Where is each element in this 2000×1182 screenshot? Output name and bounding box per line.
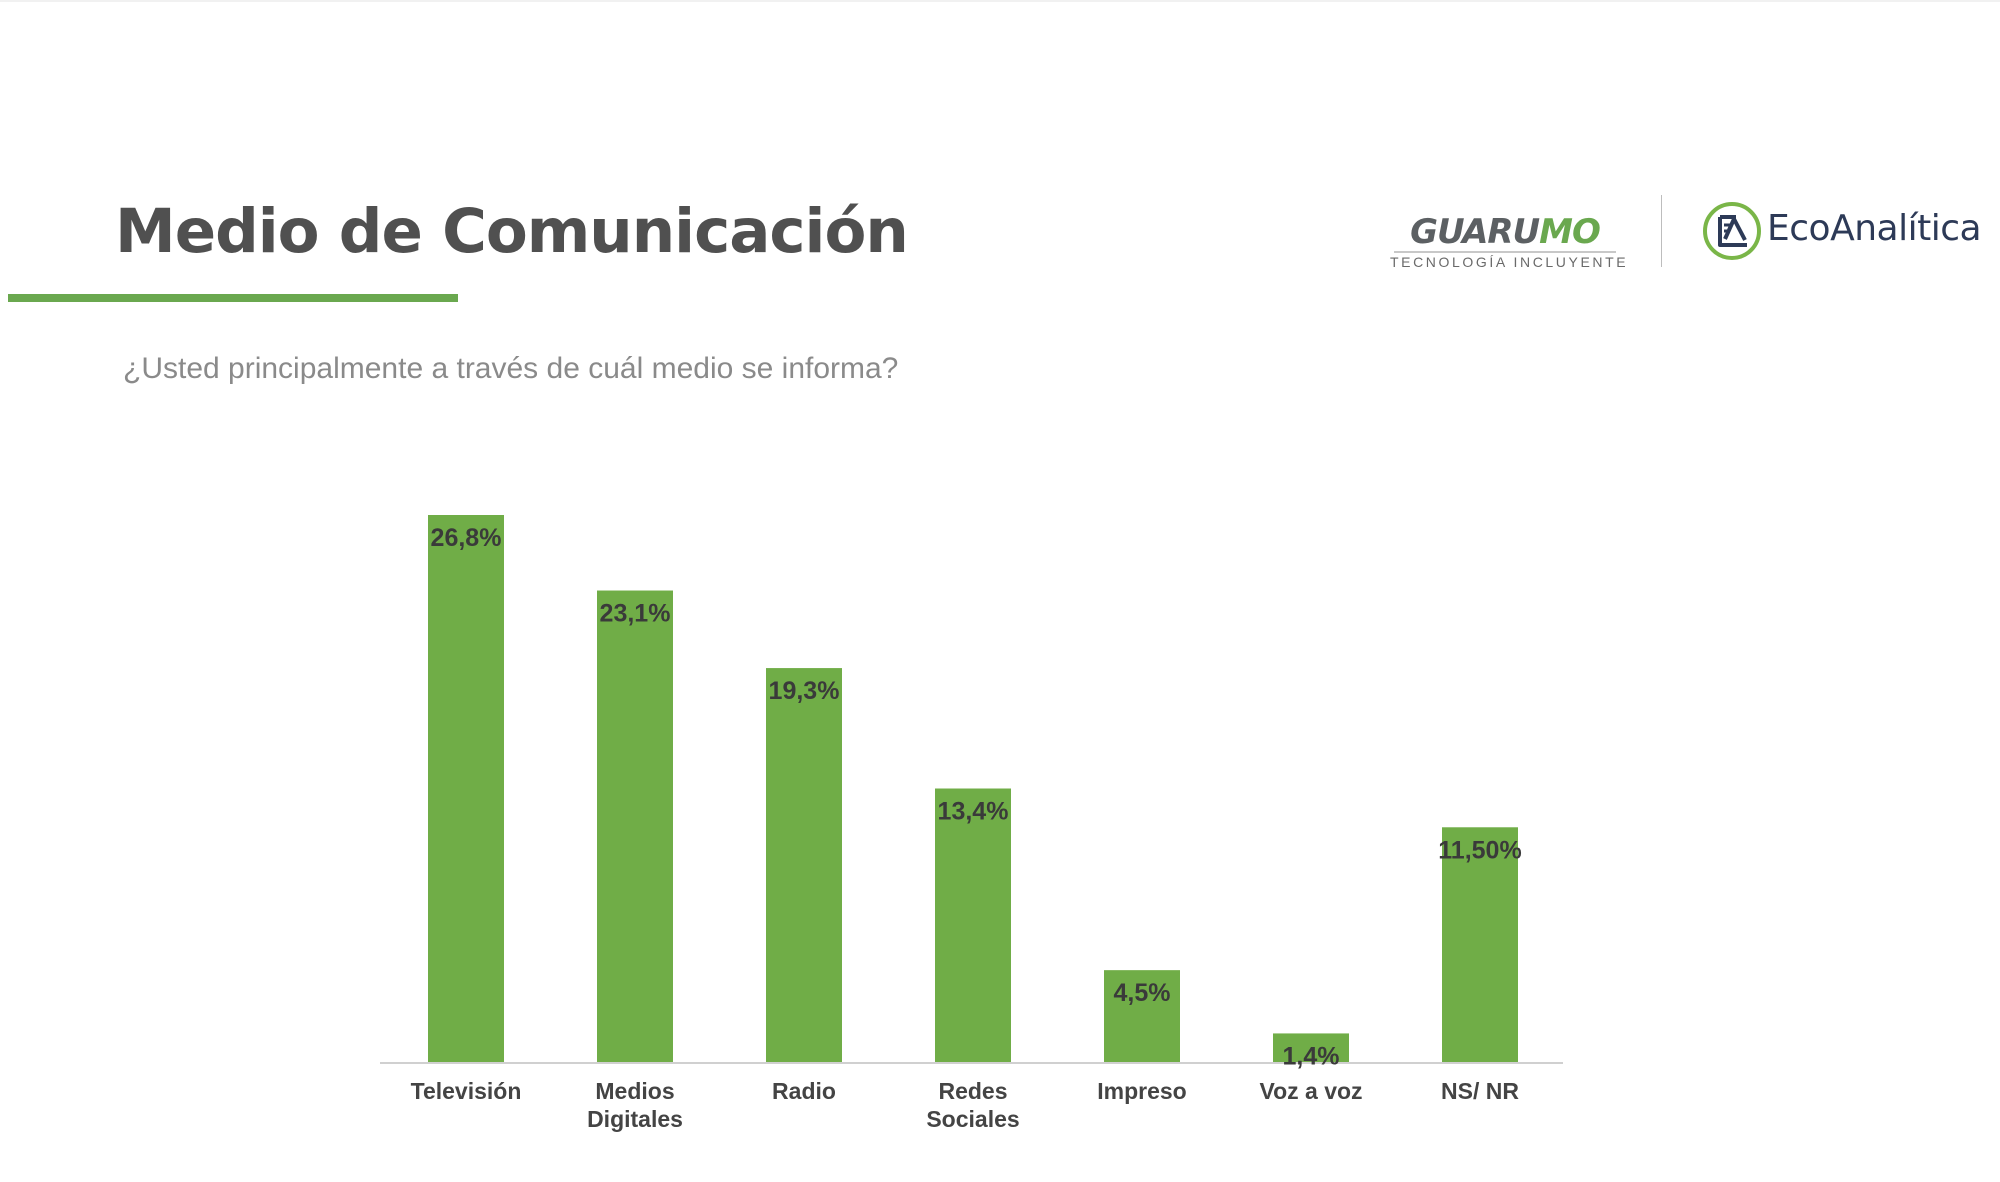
- slide-title: Medio de Comunicación: [115, 196, 909, 267]
- ecoanalitica-mark-icon: [1703, 202, 1761, 260]
- category-label-ns-nr: NS/ NR: [1441, 1078, 1519, 1104]
- value-label-ns-nr: 11,50%: [1438, 836, 1521, 864]
- bar-voz-a-voz: [1273, 1033, 1349, 1062]
- bar-ns-nr: [1442, 827, 1518, 1062]
- bar-television: [428, 515, 504, 1062]
- category-label-line: NS/ NR: [1441, 1078, 1519, 1104]
- guarumo-underline: [1394, 251, 1616, 253]
- bar-medios-digitales: [597, 590, 673, 1062]
- value-label-impreso: 4,5%: [1114, 979, 1171, 1007]
- bar-redes-sociales: [935, 788, 1011, 1062]
- category-label-line: Televisión: [411, 1078, 522, 1104]
- top-rule: [0, 0, 2000, 2]
- title-underline: [8, 294, 458, 302]
- bars-group: [428, 515, 1518, 1062]
- category-labels-group: Televisión Medios Digitales Radio Redes Socia…: [411, 1078, 1520, 1132]
- value-label-television: 26,8%: [431, 524, 502, 552]
- logo-divider: [1661, 195, 1662, 267]
- category-label-line: Redes: [938, 1078, 1007, 1104]
- category-label-impreso: Impreso: [1097, 1078, 1186, 1104]
- value-label-redes-sociales: 13,4%: [938, 798, 1009, 826]
- category-label-line: Impreso: [1097, 1078, 1186, 1104]
- value-label-medios-digitales: 23,1%: [600, 600, 671, 628]
- guarumo-tagline: TECNOLOGÍA INCLUYENTE: [1390, 254, 1629, 270]
- guarumo-word-green: MO: [1539, 212, 1601, 252]
- category-label-medios-digitales: Medios Digitales: [587, 1078, 683, 1132]
- category-label-line: Voz a voz: [1259, 1078, 1362, 1104]
- guarumo-wordmark: GUARUMO: [1390, 212, 1620, 252]
- ecoanalitica-logo: EcoAnalítica: [1703, 200, 1993, 262]
- guarumo-word-gray: GUARU: [1410, 212, 1540, 252]
- value-label-radio: 19,3%: [769, 677, 840, 705]
- category-label-voz-a-voz: Voz a voz: [1259, 1078, 1362, 1104]
- category-label-line: Medios: [595, 1078, 674, 1104]
- value-label-voz-a-voz: 1,4%: [1283, 1042, 1340, 1070]
- category-label-radio: Radio: [772, 1078, 836, 1104]
- ecoanalitica-name: EcoAnalítica: [1767, 208, 1982, 249]
- survey-question: ¿Usted principalmente a través de cuál m…: [123, 352, 899, 385]
- category-label-line: Radio: [772, 1078, 836, 1104]
- bar-radio: [766, 668, 842, 1062]
- category-label-line: Sociales: [926, 1106, 1019, 1132]
- category-label-television: Televisión: [411, 1078, 522, 1104]
- guarumo-logo: GUARUMO TECNOLOGÍA INCLUYENTE: [1390, 212, 1629, 272]
- category-label-line: Digitales: [587, 1106, 683, 1132]
- value-labels-group: 26,8% 23,1% 19,3% 13,4% 4,5% 1,4% 11,50%: [431, 524, 1522, 1070]
- category-label-redes-sociales: Redes Sociales: [926, 1078, 1019, 1132]
- bar-impreso: [1104, 970, 1180, 1062]
